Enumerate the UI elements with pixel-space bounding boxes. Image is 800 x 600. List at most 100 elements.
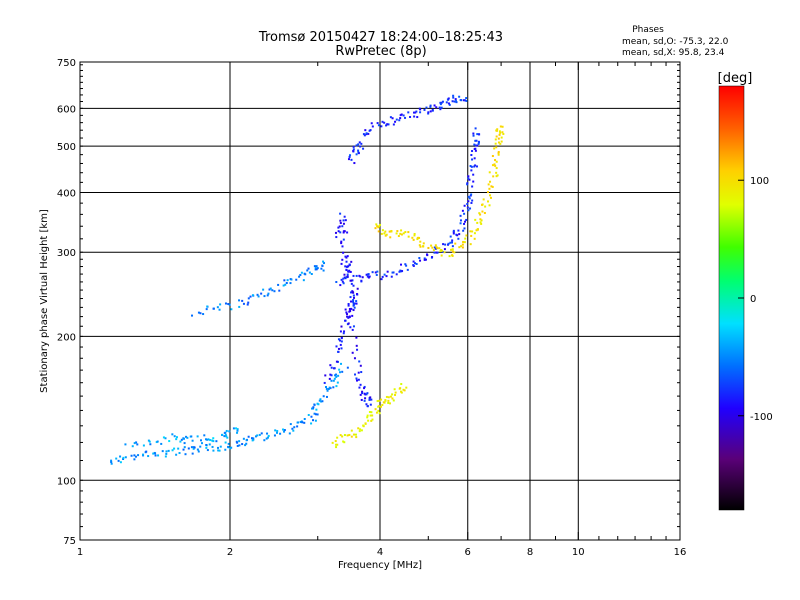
scatter-point <box>484 205 487 208</box>
scatter-point <box>315 408 318 411</box>
scatter-point <box>229 447 232 450</box>
scatter-point <box>227 303 230 306</box>
scatter-point <box>413 115 416 118</box>
scatter-point <box>494 138 497 141</box>
scatter-point <box>271 289 274 292</box>
scatter-point <box>340 347 343 350</box>
colorbar-label: [deg] <box>718 71 753 86</box>
scatter-point <box>224 448 227 451</box>
scatter-point <box>491 185 494 188</box>
scatter-point <box>352 309 355 312</box>
scatter-point <box>383 121 386 124</box>
scatter-point <box>464 220 467 223</box>
scatter-point <box>432 249 435 252</box>
scatter-point <box>405 386 408 389</box>
scatter-point <box>395 273 398 276</box>
scatter-point <box>414 111 417 114</box>
scatter-point <box>228 303 231 306</box>
scatter-point <box>324 374 327 377</box>
scatter-point <box>175 438 178 441</box>
scatter-point <box>368 398 371 401</box>
scatter-point <box>323 381 326 384</box>
scatter-point <box>498 133 501 136</box>
scatter-point <box>205 308 208 311</box>
scatter-point <box>374 408 377 411</box>
scatter-point <box>391 397 394 400</box>
scatter-point <box>299 421 302 424</box>
scatter-point <box>115 457 118 460</box>
scatter-point <box>256 434 259 437</box>
scatter-point <box>497 153 500 156</box>
scatter-point <box>347 316 350 319</box>
scatter-point <box>400 383 403 386</box>
scatter-point <box>289 423 292 426</box>
scatter-point <box>480 219 483 222</box>
scatter-point <box>377 226 380 229</box>
scatter-point <box>312 419 315 422</box>
scatter-point <box>251 439 254 442</box>
scatter-point <box>494 164 497 167</box>
scatter-point <box>390 275 393 278</box>
scatter-point <box>479 213 482 216</box>
scatter-point <box>269 287 272 290</box>
scatter-point <box>470 154 473 157</box>
scatter-point <box>219 303 222 306</box>
scatter-point <box>250 437 253 440</box>
scatter-point <box>168 440 171 443</box>
scatter-point <box>500 140 503 143</box>
scatter-point <box>443 251 446 254</box>
scatter-point <box>329 364 332 367</box>
scatter-point <box>339 330 342 333</box>
scatter-point <box>173 435 176 438</box>
scatter-point <box>315 265 318 268</box>
scatter-point <box>346 255 349 258</box>
scatter-point <box>241 443 244 446</box>
scatter-point <box>488 171 491 174</box>
scatter-point <box>247 301 250 304</box>
scatter-point <box>481 203 484 206</box>
scatter-point <box>467 195 470 198</box>
scatter-point <box>133 454 136 457</box>
scatter-point <box>380 278 383 281</box>
scatter-point <box>211 439 214 442</box>
scatter-point <box>224 302 227 305</box>
colorbar-tick-label: -100 <box>750 412 773 423</box>
scatter-point <box>366 416 369 419</box>
scatter-point <box>348 315 351 318</box>
scatter-point <box>363 385 366 388</box>
scatter-point <box>491 155 494 158</box>
scatter-point <box>291 427 294 430</box>
x-axis-label: Frequency [MHz] <box>338 560 422 571</box>
scatter-point <box>202 313 205 316</box>
scatter-point <box>339 222 342 225</box>
scatter-point <box>258 433 261 436</box>
scatter-point <box>399 114 402 117</box>
scatter-point <box>422 245 425 248</box>
scatter-point <box>152 452 155 455</box>
scatter-point <box>454 98 457 101</box>
scatter-point <box>348 433 351 436</box>
scatter-point <box>279 432 282 435</box>
x-tick-label: 10 <box>572 547 585 558</box>
scatter-point <box>366 273 369 276</box>
scatter-point <box>495 129 498 132</box>
scatter-point <box>496 174 499 177</box>
scatter-point <box>354 433 357 436</box>
scatter-point <box>346 273 349 276</box>
scatter-point <box>370 411 373 414</box>
scatter-point <box>225 435 228 438</box>
scatter-point <box>409 116 412 119</box>
scatter-point <box>451 250 454 253</box>
scatter-point <box>441 100 444 103</box>
scatter-point <box>425 258 428 261</box>
scatter-point <box>345 311 348 314</box>
scatter-point <box>310 422 313 425</box>
scatter-point <box>431 108 434 111</box>
scatter-point <box>412 260 415 263</box>
scatter-point <box>413 234 416 237</box>
scatter-point <box>225 429 228 432</box>
scatter-point <box>452 96 455 99</box>
scatter-point <box>439 103 442 106</box>
phases-heading: Phases <box>632 25 664 35</box>
scatter-point <box>404 116 407 119</box>
